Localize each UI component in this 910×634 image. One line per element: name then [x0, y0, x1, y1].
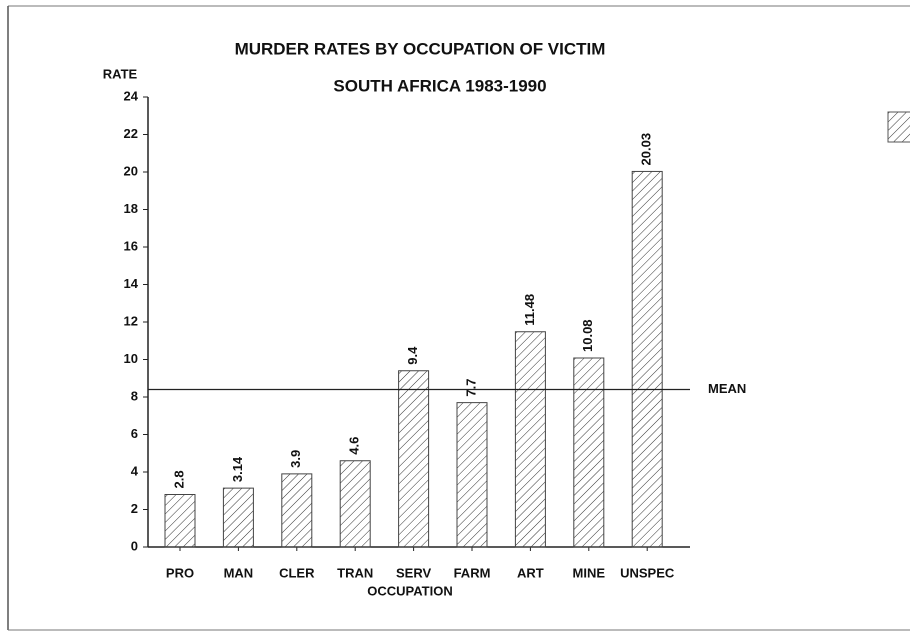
y-tick-label: 24 [124, 88, 139, 103]
value-label: 10.08 [580, 319, 595, 352]
x-tick-label: MAN [224, 565, 254, 580]
mean-label: MEAN [708, 381, 746, 396]
x-tick-label: PRO [166, 565, 194, 580]
value-label: 3.14 [230, 456, 245, 482]
x-tick-label: ART [517, 565, 544, 580]
y-tick-label: 6 [131, 426, 138, 441]
x-tick-label: MINE [573, 565, 606, 580]
chart-title: MURDER RATES BY OCCUPATION OF VICTIM [235, 39, 606, 58]
bar [339, 460, 371, 548]
bar [398, 370, 430, 548]
value-label: 7.7 [463, 379, 478, 397]
y-axis-label: RATE [103, 66, 138, 81]
value-label: 2.8 [171, 470, 186, 488]
y-tick-label: 0 [131, 538, 138, 553]
value-label: 11.48 [522, 294, 537, 326]
value-label: 20.03 [639, 133, 654, 166]
y-tick-label: 14 [124, 276, 139, 291]
bar [164, 494, 196, 548]
y-tick-label: 22 [124, 126, 138, 141]
bar [514, 331, 546, 548]
y-tick-label: 18 [124, 201, 138, 216]
legend-swatch [887, 111, 910, 143]
bar [281, 473, 313, 548]
y-tick-label: 8 [131, 388, 138, 403]
value-label: 4.6 [347, 437, 362, 455]
y-tick-label: 10 [124, 351, 138, 366]
bar [222, 487, 254, 548]
value-label: 9.4 [405, 346, 420, 365]
x-tick-label: FARM [454, 565, 491, 580]
y-tick-label: 2 [131, 501, 138, 516]
x-tick-label: SERV [396, 565, 431, 580]
x-axis-label: OCCUPATION [367, 583, 452, 598]
x-tick-label: UNSPEC [620, 565, 675, 580]
bar [456, 402, 488, 548]
y-tick-label: 4 [131, 463, 139, 478]
value-label: 3.9 [288, 450, 303, 468]
bar [631, 170, 663, 548]
y-tick-label: 12 [124, 313, 138, 328]
chart-subtitle: SOUTH AFRICA 1983-1990 [333, 76, 546, 95]
x-tick-label: CLER [279, 565, 315, 580]
y-tick-label: 16 [124, 238, 138, 253]
bar [573, 357, 605, 548]
x-tick-label: TRAN [337, 565, 373, 580]
y-tick-label: 20 [124, 163, 138, 178]
